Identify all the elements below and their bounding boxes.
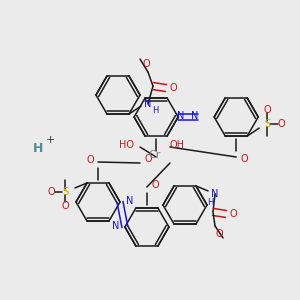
Text: N: N — [211, 189, 219, 199]
Text: O: O — [144, 154, 152, 164]
Text: O: O — [61, 201, 69, 211]
Text: H: H — [33, 142, 43, 154]
Text: O: O — [151, 180, 159, 190]
Text: Cr: Cr — [149, 150, 161, 160]
Text: O: O — [229, 209, 237, 219]
Text: H: H — [152, 106, 158, 115]
Text: O: O — [169, 83, 177, 93]
Text: O: O — [278, 119, 285, 129]
Text: H: H — [207, 198, 213, 207]
Text: S: S — [62, 187, 68, 197]
Text: N: N — [144, 99, 152, 109]
Text: HO: HO — [119, 140, 134, 150]
Text: S: S — [264, 119, 270, 129]
Text: O: O — [142, 59, 150, 69]
Text: N: N — [112, 221, 119, 231]
Text: N: N — [191, 111, 199, 121]
Text: O: O — [215, 229, 223, 239]
Text: O: O — [240, 154, 248, 164]
Text: N: N — [126, 196, 133, 206]
Text: OH: OH — [169, 140, 184, 150]
Text: O: O — [47, 187, 55, 197]
Text: O: O — [263, 105, 271, 115]
Text: +: + — [45, 135, 55, 145]
Text: N: N — [177, 111, 185, 121]
Text: O: O — [86, 155, 94, 165]
